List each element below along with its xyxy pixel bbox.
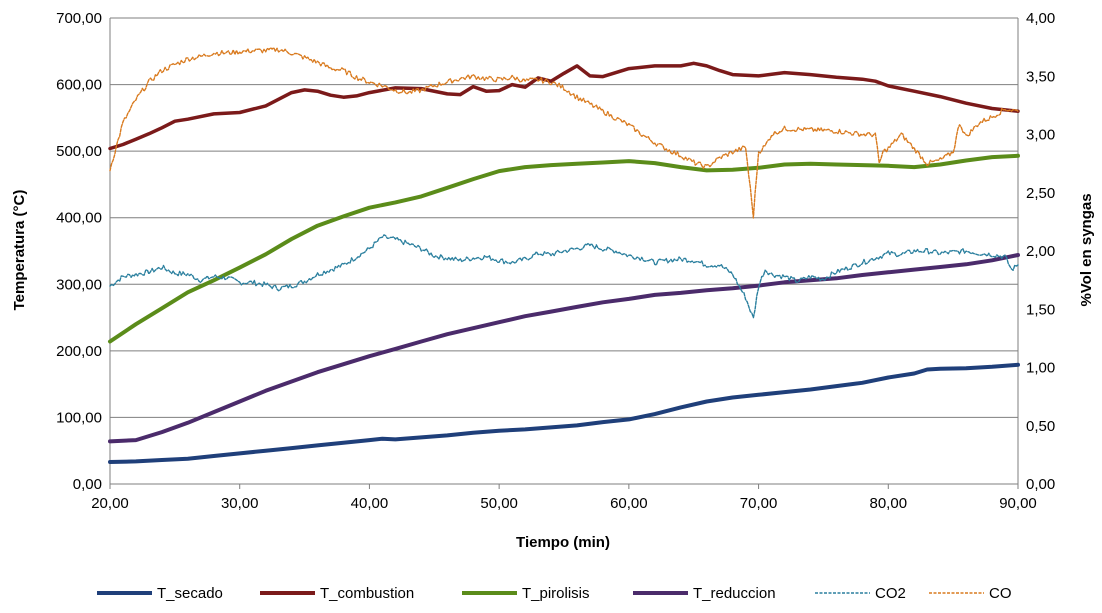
- series-group: [108, 47, 1020, 464]
- legend-label-t-pirolisis: T_pirolisis: [522, 585, 590, 602]
- x-axis-title: Tiempo (min): [516, 534, 610, 551]
- x-tick-label: 50,00: [480, 495, 518, 512]
- x-tick-label: 40,00: [351, 495, 389, 512]
- y-tick-label: 500,00: [56, 143, 102, 160]
- y-tick-label: 300,00: [56, 276, 102, 293]
- series-line-t-combustion: [108, 61, 1020, 151]
- y-tick-label: 700,00: [56, 10, 102, 27]
- y2-tick-label: 4,00: [1026, 10, 1055, 27]
- legend-label-co2: CO2: [875, 585, 906, 602]
- series-line-t-pirolisis: [108, 153, 1020, 344]
- series-line-co: [109, 47, 1019, 219]
- legend-label-co: CO: [989, 585, 1012, 602]
- legend-label-t-secado: T_secado: [157, 585, 223, 602]
- y2-tick-label: 0,50: [1026, 418, 1055, 435]
- legend-label-t-reduccion: T_reduccion: [693, 585, 776, 602]
- y-tick-label: 100,00: [56, 409, 102, 426]
- y2-tick-label: 1,00: [1026, 360, 1055, 377]
- y2-tick-label: 3,50: [1026, 68, 1055, 85]
- series-line-t-reduccion: [108, 253, 1020, 444]
- y-axis-title-right: %Vol en syngas: [1078, 193, 1095, 306]
- y-tick-label: 0,00: [73, 476, 102, 493]
- x-tick-label: 70,00: [740, 495, 778, 512]
- tick-labels: 0,00 100,00 200,00 300,00 400,00 500,00 600,00…: [56, 10, 1055, 512]
- x-tick-label: 20,00: [91, 495, 129, 512]
- y-tick-label: 200,00: [56, 343, 102, 360]
- series-line-t-secado: [108, 362, 1020, 464]
- x-tick-label: 90,00: [999, 495, 1037, 512]
- x-tick-label: 60,00: [610, 495, 648, 512]
- series-line-co2: [109, 234, 1019, 319]
- legend: T_secado T_combustion T_pirolisis T_reducci…: [97, 585, 1012, 602]
- x-tick-label: 80,00: [870, 495, 908, 512]
- legend-label-t-combustion: T_combustion: [320, 585, 414, 602]
- y2-tick-label: 2,50: [1026, 185, 1055, 202]
- x-tick-label: 30,00: [221, 495, 259, 512]
- y-tick-label: 400,00: [56, 210, 102, 227]
- y2-tick-label: 2,00: [1026, 243, 1055, 260]
- y2-tick-label: 1,50: [1026, 301, 1055, 318]
- y2-tick-label: 0,00: [1026, 476, 1055, 493]
- y-axis-title-left: Temperatura (°C): [11, 190, 28, 311]
- y-tick-label: 600,00: [56, 77, 102, 94]
- y2-tick-label: 3,00: [1026, 127, 1055, 144]
- axes: [109, 18, 1019, 489]
